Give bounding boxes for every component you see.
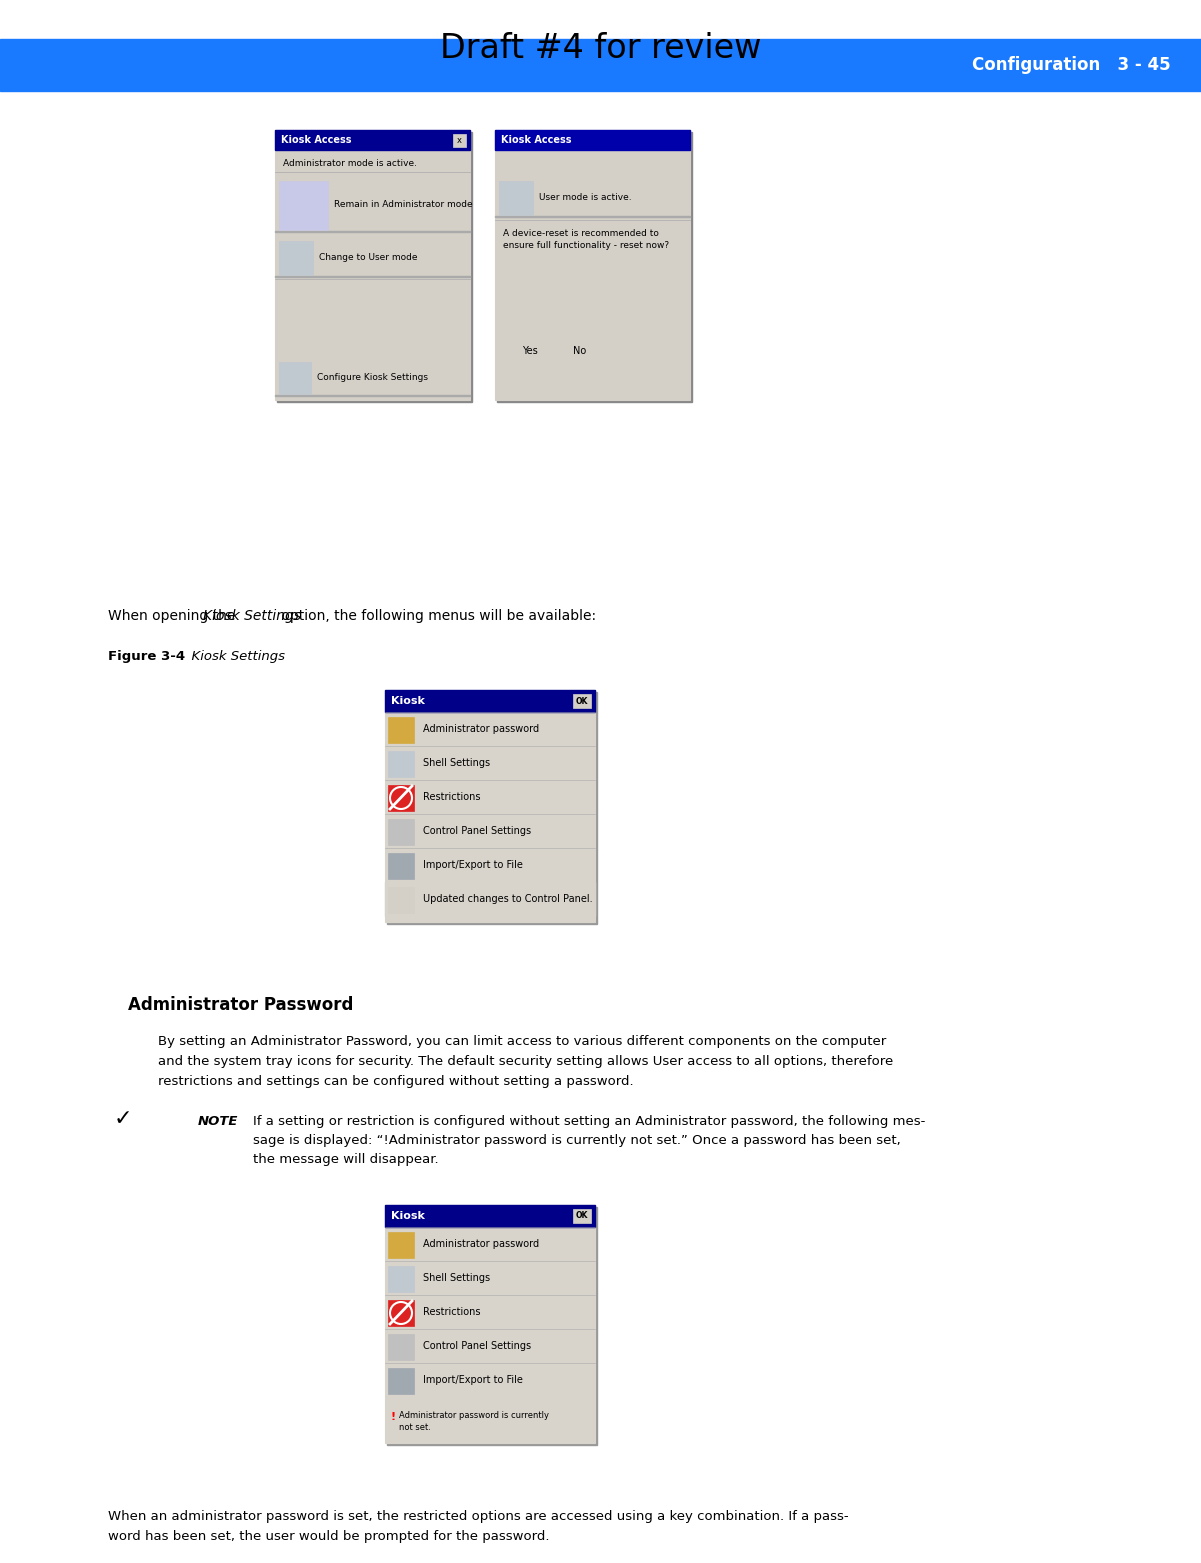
Circle shape <box>389 786 413 810</box>
Bar <box>387 1207 597 1446</box>
Text: restrictions and settings can be configured without setting a password.: restrictions and settings can be configu… <box>159 1075 634 1088</box>
Bar <box>0 39 1201 91</box>
Bar <box>388 1266 414 1293</box>
Text: Kiosk: Kiosk <box>392 696 425 706</box>
Bar <box>453 134 466 147</box>
Bar <box>275 130 470 150</box>
Bar <box>388 1368 414 1394</box>
Bar <box>560 342 600 359</box>
Text: Kiosk Settings: Kiosk Settings <box>183 650 285 663</box>
Text: Updated changes to Control Panel.: Updated changes to Control Panel. <box>423 894 592 903</box>
Text: Remain in Administrator mode: Remain in Administrator mode <box>334 200 473 209</box>
Text: When an administrator password is set, the restricted options are accessed using: When an administrator password is set, t… <box>108 1510 849 1522</box>
Text: Kiosk Access: Kiosk Access <box>501 134 572 145</box>
Text: Configure Kiosk Settings: Configure Kiosk Settings <box>317 372 428 381</box>
Text: No: No <box>573 345 586 356</box>
Text: ensure full functionality - reset now?: ensure full functionality - reset now? <box>503 242 669 250</box>
Bar <box>386 1205 594 1443</box>
Bar <box>277 131 472 402</box>
Text: Administrator password: Administrator password <box>423 1239 539 1249</box>
Bar <box>495 130 691 150</box>
Circle shape <box>389 1300 413 1325</box>
Bar <box>279 181 328 230</box>
Text: When opening the: When opening the <box>108 610 240 624</box>
Bar <box>388 1333 414 1360</box>
Text: Control Panel Settings: Control Panel Settings <box>423 825 531 836</box>
Bar <box>387 692 597 924</box>
Text: Administrator password is currently: Administrator password is currently <box>399 1411 549 1421</box>
Text: OK: OK <box>575 1211 588 1221</box>
Text: Change to User mode: Change to User mode <box>319 253 418 261</box>
Text: Import/Export to File: Import/Export to File <box>423 860 522 871</box>
Bar <box>573 1210 591 1222</box>
Text: option, the following menus will be available:: option, the following menus will be avai… <box>277 610 597 624</box>
Text: the message will disappear.: the message will disappear. <box>253 1153 438 1166</box>
Text: A device-reset is recommended to: A device-reset is recommended to <box>503 230 659 239</box>
Text: !: ! <box>390 1411 395 1422</box>
Bar <box>279 241 313 275</box>
Text: NOTE: NOTE <box>198 1114 239 1128</box>
Text: Kiosk Access: Kiosk Access <box>281 134 352 145</box>
Text: Kiosk: Kiosk <box>392 1211 425 1221</box>
Bar <box>388 886 414 913</box>
Bar <box>388 1300 414 1325</box>
Bar <box>388 750 414 777</box>
Text: By setting an Administrator Password, you can limit access to various different : By setting an Administrator Password, yo… <box>159 1035 886 1049</box>
Bar <box>388 785 414 811</box>
Bar <box>388 853 414 878</box>
Bar <box>279 363 311 394</box>
Text: and the system tray icons for security. The default security setting allows User: and the system tray icons for security. … <box>159 1055 894 1068</box>
Text: word has been set, the user would be prompted for the password.: word has been set, the user would be pro… <box>108 1530 550 1543</box>
Text: Restrictions: Restrictions <box>423 792 480 802</box>
Text: Control Panel Settings: Control Panel Settings <box>423 1341 531 1350</box>
Bar <box>495 130 691 400</box>
Bar <box>386 689 594 922</box>
Text: Configuration   3 - 45: Configuration 3 - 45 <box>973 56 1171 73</box>
Bar <box>573 694 591 708</box>
Text: Administrator mode is active.: Administrator mode is active. <box>283 158 417 167</box>
Bar <box>510 342 550 359</box>
Text: not set.: not set. <box>399 1424 431 1433</box>
Bar <box>497 131 692 402</box>
Bar <box>498 181 533 216</box>
Bar <box>386 689 594 713</box>
Text: If a setting or restriction is configured without setting an Administrator passw: If a setting or restriction is configure… <box>253 1114 926 1128</box>
Bar <box>388 1232 414 1258</box>
Text: ✓: ✓ <box>114 1110 132 1128</box>
Text: Import/Export to File: Import/Export to File <box>423 1375 522 1385</box>
Bar <box>275 130 470 400</box>
Text: Administrator Password: Administrator Password <box>129 996 353 1014</box>
Text: Shell Settings: Shell Settings <box>423 758 490 767</box>
Bar <box>386 882 594 916</box>
Bar <box>388 819 414 846</box>
Text: sage is displayed: “!Administrator password is currently not set.” Once a passwo: sage is displayed: “!Administrator passw… <box>253 1135 901 1147</box>
Text: Administrator password: Administrator password <box>423 724 539 735</box>
Text: Shell Settings: Shell Settings <box>423 1272 490 1283</box>
Text: Figure 3-4: Figure 3-4 <box>108 650 185 663</box>
Text: Kiosk Settings: Kiosk Settings <box>203 610 301 624</box>
Text: x: x <box>458 136 462 145</box>
Text: Yes: Yes <box>522 345 538 356</box>
Text: Restrictions: Restrictions <box>423 1307 480 1318</box>
Bar <box>386 1205 594 1227</box>
Bar <box>388 717 414 742</box>
Text: OK: OK <box>575 697 588 705</box>
Text: User mode is active.: User mode is active. <box>539 192 632 202</box>
Text: Draft #4 for review: Draft #4 for review <box>440 31 761 66</box>
